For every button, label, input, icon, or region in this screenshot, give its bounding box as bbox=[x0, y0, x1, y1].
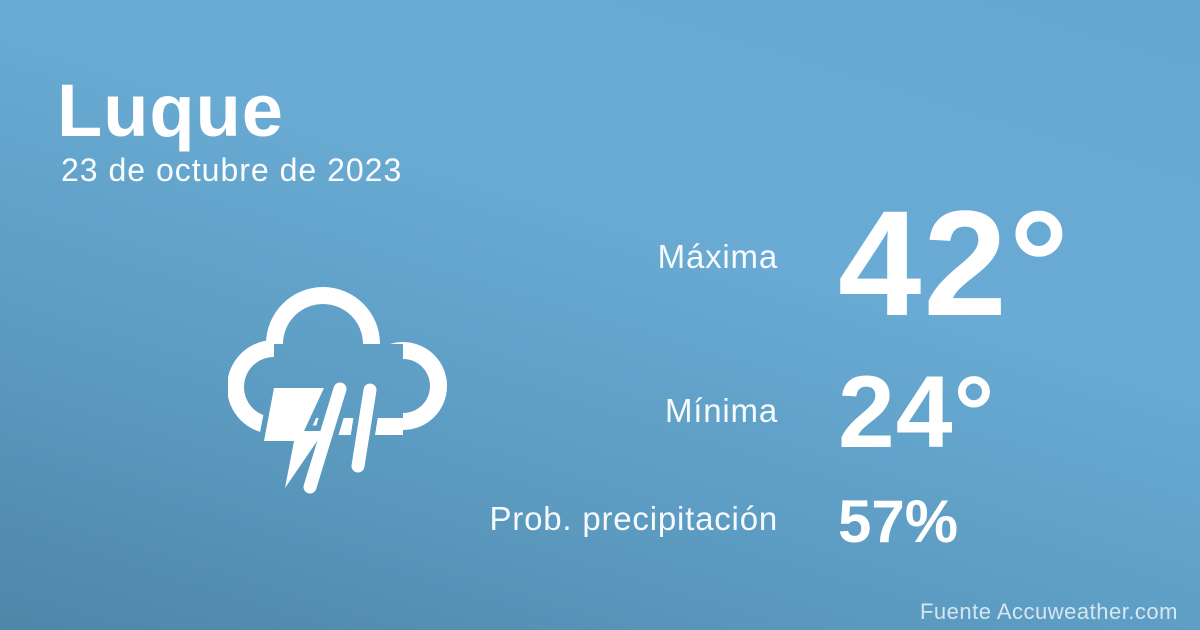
max-temp-value: 42° bbox=[838, 179, 1071, 347]
max-temp-label: Máxima bbox=[657, 238, 778, 275]
thunderstorm-rain-cloud-icon bbox=[227, 287, 448, 507]
page-title: Luque bbox=[57, 69, 284, 152]
precip-probability-label: Prob. precipitación bbox=[489, 500, 778, 537]
min-temp-label: Mínima bbox=[665, 392, 778, 429]
source-attribution: Fuente Accuweather.com bbox=[919, 599, 1178, 624]
precip-probability-value: 57% bbox=[838, 488, 959, 555]
date-text: 23 de octubre de 2023 bbox=[61, 152, 403, 188]
min-temp-value: 24° bbox=[838, 355, 996, 469]
